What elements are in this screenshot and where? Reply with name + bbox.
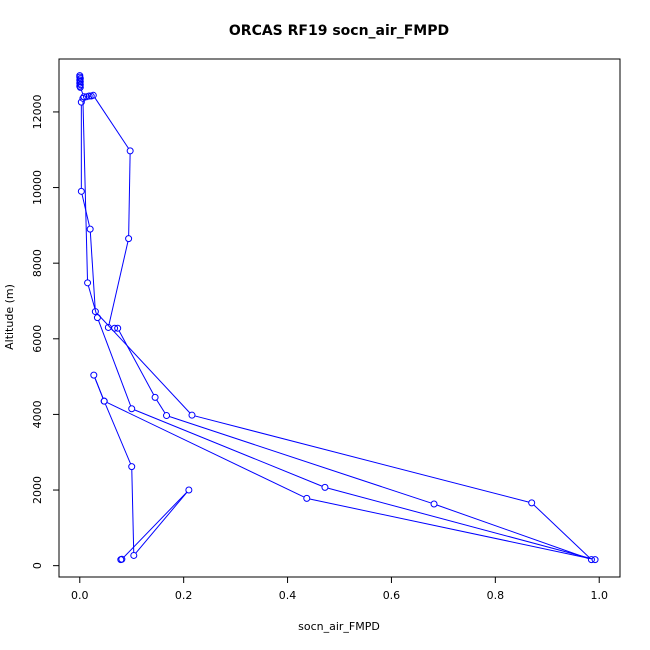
x-tick-label: 0.8: [487, 589, 505, 602]
series-line-segment: [108, 241, 129, 325]
series-line-segment: [94, 377, 104, 399]
series-line-segment: [82, 101, 88, 280]
data-point: [77, 98, 85, 106]
series-line-segment: [169, 416, 432, 504]
series-line-segment: [533, 504, 590, 558]
series-line-segment: [94, 97, 129, 149]
data-point: [76, 83, 84, 91]
series-line-segment: [118, 330, 155, 396]
data-point: [528, 499, 536, 507]
series-line-segment: [87, 285, 98, 315]
series-line-segment: [123, 491, 188, 558]
data-point: [151, 393, 159, 401]
data-point: [188, 411, 196, 419]
data-point: [86, 225, 94, 233]
series-line-segment: [89, 232, 96, 309]
data-point: [91, 308, 99, 316]
data-point: [128, 405, 136, 413]
series-line-segment: [80, 89, 84, 95]
data-point: [185, 486, 193, 494]
series-line-segment: [104, 403, 132, 465]
y-axis-label: Altitude (m): [3, 284, 16, 350]
data-point: [587, 556, 595, 564]
series-line-segment: [128, 153, 131, 236]
data-point: [93, 314, 101, 322]
series-line-segment: [131, 469, 135, 553]
data-point: [117, 556, 125, 564]
data-point: [85, 92, 93, 100]
data-point: [321, 483, 329, 491]
axes-layer: 0.0 0.2 0.4 0.6 0.8 1.0 0 2000 4000 6000 8000 10000…: [31, 58, 621, 602]
x-tick-label: 1.0: [590, 589, 608, 602]
series-line-segment: [194, 415, 529, 503]
data-point: [114, 324, 122, 332]
y-tick-label: 0: [31, 562, 44, 569]
data-point: [130, 551, 138, 559]
y-tick-label: 8000: [31, 249, 44, 277]
x-axis-label: socn_air_FMPD: [298, 620, 380, 633]
data-point: [128, 463, 136, 471]
chart-title: ORCAS RF19 socn_air_FMPD: [229, 23, 449, 39]
series-line-segment: [98, 320, 132, 407]
series-line-segment: [134, 409, 323, 487]
x-tick-label: 0.0: [71, 589, 89, 602]
data-point: [126, 147, 134, 155]
series-line-segment: [135, 492, 188, 554]
data-point: [84, 279, 92, 287]
data-point: [89, 91, 97, 99]
data-point: [79, 94, 87, 102]
x-tick-label: 0.2: [175, 589, 193, 602]
data-point: [163, 412, 171, 420]
data-point: [303, 494, 311, 502]
y-tick-label: 6000: [31, 325, 44, 353]
x-tick-label: 0.6: [383, 589, 401, 602]
data-point: [125, 235, 133, 243]
y-tick-label: 12000: [31, 94, 44, 129]
series-line-segment: [327, 487, 593, 560]
plot-layer: [76, 72, 599, 564]
y-tick-label: 2000: [31, 476, 44, 504]
y-tick-label: 4000: [31, 400, 44, 428]
plot-frame: [58, 58, 621, 578]
series-line-segment: [106, 402, 305, 498]
x-tick-label: 0.4: [279, 589, 297, 602]
data-point: [100, 397, 108, 405]
series-line-segment: [309, 498, 593, 560]
series-line-segment: [156, 399, 166, 414]
data-point: [430, 500, 438, 508]
y-tick-label: 10000: [31, 170, 44, 205]
data-point: [111, 324, 119, 332]
data-point: [591, 556, 599, 564]
data-point: [77, 187, 85, 195]
data-point: [90, 371, 98, 379]
series-line-segment: [436, 504, 589, 560]
